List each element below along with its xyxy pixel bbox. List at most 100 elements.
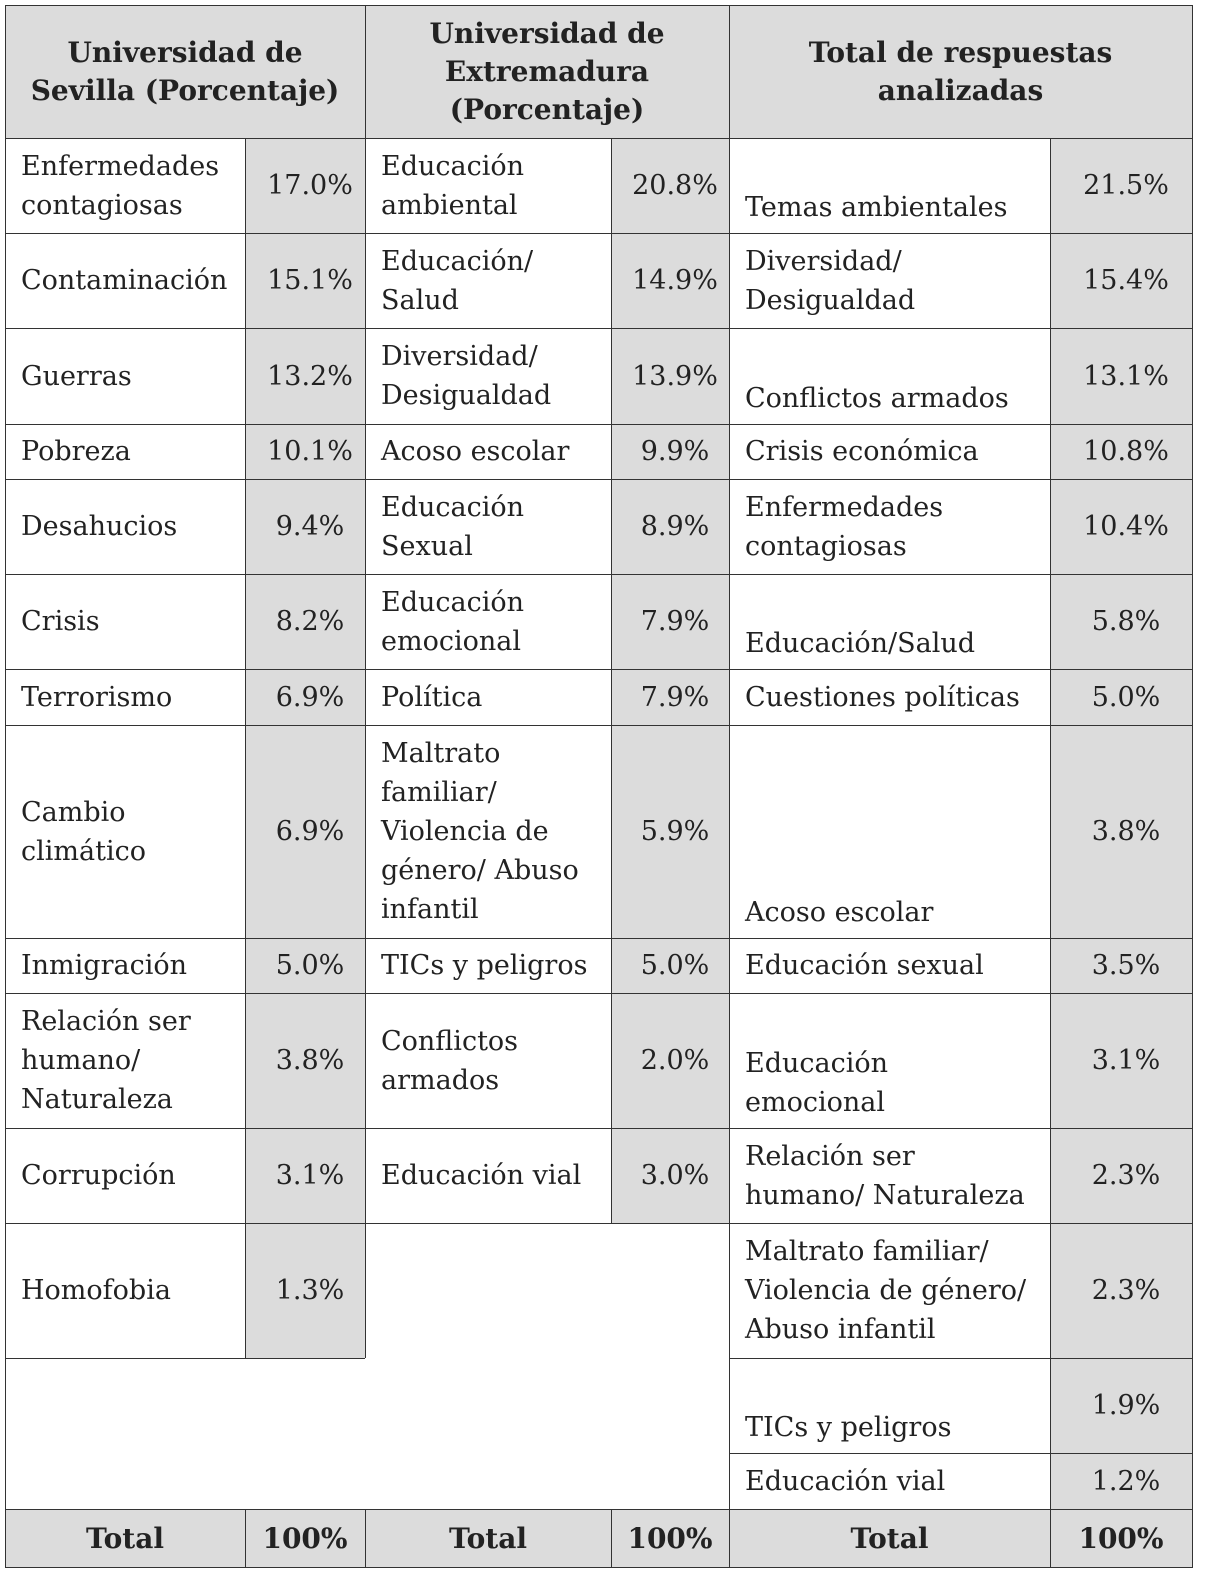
total-label-7: Cuestiones políticas bbox=[745, 681, 1020, 713]
extremadura-label-7: Política bbox=[381, 681, 483, 713]
sevilla-value-7: 6.9% bbox=[245, 669, 365, 725]
sevilla-value-12: 1.3% bbox=[245, 1223, 365, 1358]
grid-line bbox=[729, 5, 730, 1568]
total-value-13: 1.9% bbox=[1050, 1358, 1192, 1453]
total-value-12: 2.3% bbox=[1050, 1223, 1192, 1358]
grid-line bbox=[5, 574, 1193, 575]
extremadura-label-4: Acoso escolar bbox=[381, 436, 570, 467]
extremadura-value-3: 13.9% bbox=[611, 328, 729, 424]
grid-line bbox=[729, 1453, 1193, 1454]
total-value-5: 10.4% bbox=[1050, 479, 1192, 574]
extremadura-value-8: 5.9% bbox=[611, 725, 729, 938]
grid-line bbox=[5, 1223, 729, 1224]
grid-line bbox=[5, 424, 1193, 425]
sevilla-label-5: Desahucios bbox=[21, 511, 178, 542]
total-value-2: 15.4% bbox=[1050, 233, 1192, 328]
total-value-1: 21.5% bbox=[1050, 138, 1192, 233]
sevilla-label-6: Crisis bbox=[21, 606, 100, 637]
header-total: Total de respuestas analizadas bbox=[729, 5, 1192, 138]
grid-line bbox=[729, 1223, 1193, 1224]
total-label-14: Educación vial bbox=[745, 1465, 946, 1497]
footer-extremadura-value: 100% bbox=[611, 1509, 729, 1567]
grid-line bbox=[245, 138, 246, 1358]
grid-line bbox=[365, 5, 366, 1358]
sevilla-value-10: 3.8% bbox=[245, 993, 365, 1128]
extremadura-value-4: 9.9% bbox=[611, 424, 729, 479]
sevilla-label-7: Terrorismo bbox=[21, 681, 173, 713]
total-value-3: 13.1% bbox=[1050, 328, 1192, 424]
grid-line bbox=[5, 1128, 1193, 1129]
extremadura-label-10: Conflictos armados bbox=[381, 1025, 519, 1096]
total-value-4: 10.8% bbox=[1050, 424, 1192, 479]
header-extremadura: Universidad de Extremadura (Porcentaje) bbox=[365, 5, 729, 138]
grid-line bbox=[5, 233, 1193, 234]
sevilla-value-9: 5.0% bbox=[245, 938, 365, 993]
sevilla-label-12: Homofobia bbox=[21, 1275, 171, 1306]
grid-line bbox=[5, 938, 1193, 939]
total-label-5: Enfermedades contagiosas bbox=[745, 491, 944, 562]
extremadura-label-9: TICs y peligros bbox=[381, 950, 588, 981]
extremadura-label-5: Educación Sexual bbox=[381, 491, 525, 562]
grid-line bbox=[5, 993, 1193, 994]
total-value-10: 3.1% bbox=[1050, 993, 1192, 1128]
sevilla-label-11: Corrupción bbox=[21, 1160, 176, 1191]
total-label-9: Educación sexual bbox=[745, 950, 984, 981]
footer-sevilla-value: 100% bbox=[245, 1509, 365, 1567]
extremadura-value-11: 3.0% bbox=[611, 1128, 729, 1223]
sevilla-label-8: Cambio climático bbox=[21, 796, 146, 867]
extremadura-label-8: Maltrato familiar/ Violencia de género/ … bbox=[381, 738, 579, 925]
grid-line bbox=[5, 669, 1193, 670]
extremadura-label-1: Educación ambiental bbox=[381, 150, 525, 221]
total-label-6: Educación/Salud bbox=[745, 628, 976, 659]
grid-line bbox=[5, 328, 1193, 329]
grid-line bbox=[611, 138, 612, 1223]
footer-total-label: Total bbox=[729, 1509, 1050, 1567]
grid-line bbox=[5, 1358, 365, 1359]
total-value-11: 2.3% bbox=[1050, 1128, 1192, 1223]
sevilla-value-3: 13.2% bbox=[245, 328, 365, 424]
grid-line bbox=[5, 5, 6, 1568]
extremadura-label-11: Educación vial bbox=[381, 1160, 582, 1191]
sevilla-value-11: 3.1% bbox=[245, 1128, 365, 1223]
extremadura-value-6: 7.9% bbox=[611, 574, 729, 669]
sevilla-label-2: Contaminación bbox=[21, 265, 228, 296]
sevilla-value-2: 15.1% bbox=[245, 233, 365, 328]
total-value-14: 1.2% bbox=[1050, 1453, 1192, 1509]
total-value-6: 5.8% bbox=[1050, 574, 1192, 669]
grid-line bbox=[5, 479, 1193, 480]
extremadura-value-9: 5.0% bbox=[611, 938, 729, 993]
total-label-10: Educación emocional bbox=[745, 1048, 889, 1118]
grid-line bbox=[1192, 5, 1193, 1568]
total-label-4: Crisis económica bbox=[745, 436, 979, 467]
total-value-7: 5.0% bbox=[1050, 669, 1192, 725]
sevilla-value-5: 9.4% bbox=[245, 479, 365, 574]
total-label-13: TICs y peligros bbox=[745, 1412, 952, 1443]
total-label-11: Relación ser humano/ Naturaleza bbox=[745, 1140, 1025, 1211]
sevilla-label-9: Inmigración bbox=[21, 950, 187, 981]
total-label-12: Maltrato familiar/ Violencia de género/ … bbox=[745, 1236, 1027, 1345]
sevilla-value-6: 8.2% bbox=[245, 574, 365, 669]
sevilla-label-1: Enfermedades contagiosas bbox=[21, 150, 220, 221]
sevilla-value-4: 10.1% bbox=[245, 424, 365, 479]
grid-line bbox=[365, 1509, 366, 1567]
extremadura-value-7: 7.9% bbox=[611, 669, 729, 725]
header-sevilla: Universidad de Sevilla (Porcentaje) bbox=[5, 5, 365, 138]
sevilla-label-10: Relación ser humano/ Naturaleza bbox=[21, 1006, 191, 1115]
footer-extremadura-label: Total bbox=[365, 1509, 611, 1567]
total-label-3: Conflictos armados bbox=[745, 383, 1009, 414]
sevilla-value-1: 17.0% bbox=[245, 138, 365, 233]
total-value-8: 3.8% bbox=[1050, 725, 1192, 938]
grid-line bbox=[5, 138, 1193, 139]
total-label-1: Temas ambientales bbox=[745, 192, 1008, 223]
grid-line bbox=[5, 1567, 1193, 1568]
footer-total-value: 100% bbox=[1050, 1509, 1192, 1567]
grid-line bbox=[729, 1358, 1193, 1359]
total-label-2: Diversidad/ Desigualdad bbox=[745, 245, 916, 316]
extremadura-label-3: Diversidad/ Desigualdad bbox=[381, 341, 552, 411]
extremadura-value-5: 8.9% bbox=[611, 479, 729, 574]
extremadura-value-10: 2.0% bbox=[611, 993, 729, 1128]
grid-line bbox=[611, 1509, 612, 1567]
total-label-8: Acoso escolar bbox=[745, 897, 934, 928]
extremadura-value-1: 20.8% bbox=[611, 138, 729, 233]
sevilla-label-4: Pobreza bbox=[21, 436, 131, 467]
